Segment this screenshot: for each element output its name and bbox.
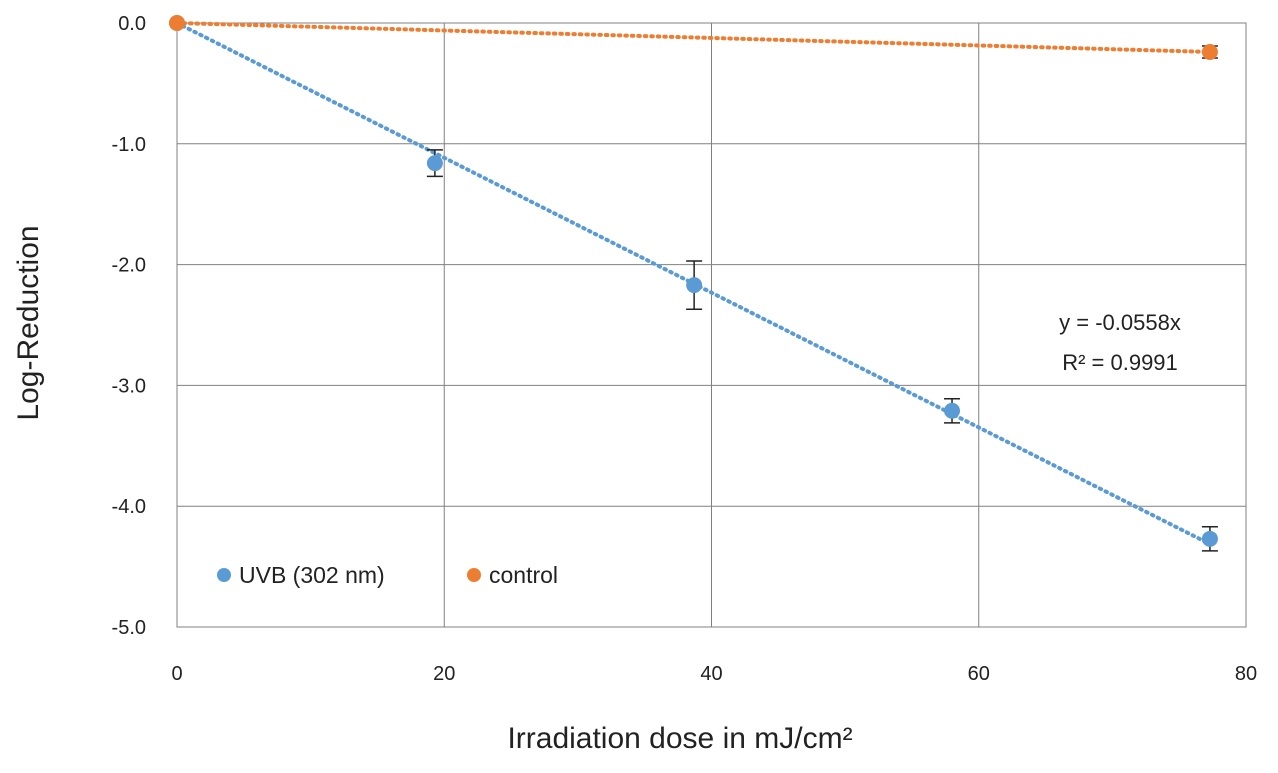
x-tick-label: 20 xyxy=(433,663,455,685)
legend-item-control: control xyxy=(467,562,558,588)
legend-marker xyxy=(217,568,231,582)
trendline-control xyxy=(175,21,1212,54)
y-tick-label: -4.0 xyxy=(112,496,146,518)
legend-label: UVB (302 nm) xyxy=(239,562,385,588)
legend-item-uvb: UVB (302 nm) xyxy=(217,562,385,588)
x-tick-label: 60 xyxy=(968,663,990,685)
data-point-uvb xyxy=(1201,530,1218,547)
data-point-control xyxy=(1201,43,1218,60)
r-squared-label: R² = 0.9991 xyxy=(1062,350,1178,375)
data-point-uvb xyxy=(426,155,443,172)
x-axis-title: Irradiation dose in mJ/cm² xyxy=(507,722,852,755)
x-tick-label: 40 xyxy=(700,663,722,685)
plot-area xyxy=(176,22,1247,628)
y-axis-title: Log-Reduction xyxy=(12,225,45,420)
y-tick-label: -2.0 xyxy=(112,255,146,277)
legend-marker xyxy=(467,568,481,582)
y-tick-label: 0.0 xyxy=(118,13,146,35)
trendline-equation: y = -0.0558x xyxy=(1059,310,1181,335)
y-tick-label: -1.0 xyxy=(112,134,146,156)
legend-label: control xyxy=(489,562,558,588)
data-point-uvb xyxy=(944,402,961,419)
x-tick-label: 80 xyxy=(1235,663,1257,685)
y-tick-label: -3.0 xyxy=(112,375,146,397)
legend: UVB (302 nm) control xyxy=(217,562,558,588)
data-point-uvb xyxy=(686,277,703,294)
x-axis-ticks: 0 20 40 60 80 xyxy=(171,663,1257,685)
y-tick-label: -5.0 xyxy=(112,617,146,639)
x-tick-label: 0 xyxy=(171,663,182,685)
data-point-control xyxy=(169,15,185,31)
data-points xyxy=(169,15,1218,547)
y-axis-ticks: 0.0 -1.0 -2.0 -3.0 -4.0 -5.0 xyxy=(112,13,146,639)
